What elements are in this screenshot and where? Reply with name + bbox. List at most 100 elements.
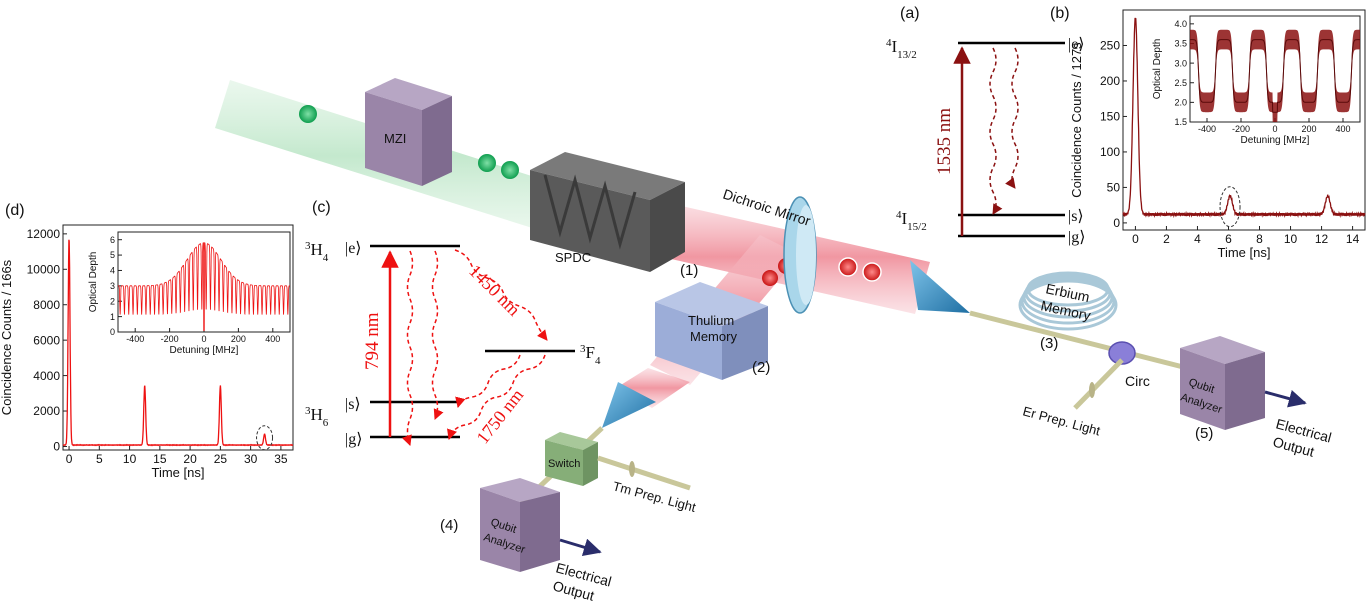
panel-label-c: (c): [312, 199, 331, 216]
y-axis-label: Optical Depth: [1152, 39, 1163, 100]
y-tick-label: 2: [110, 296, 115, 306]
y-tick-label: 0: [1113, 216, 1120, 230]
chart-b: (b) 0 2 4 6 8 10 12 14 0 50 100 150 200 250 Time [ns] C…: [1050, 5, 1366, 260]
label-1: (1): [680, 262, 698, 279]
level-h6: 3H6: [305, 405, 329, 429]
inset-band: [1190, 29, 1360, 122]
x-tick-label: 0: [201, 334, 206, 344]
decay-arrow-1750a: [455, 354, 521, 409]
green-photon: [299, 105, 317, 123]
red-photon: [838, 257, 858, 277]
level-a-upper: 4I13/2: [886, 37, 917, 61]
circulator: [1108, 341, 1136, 365]
x-tick-label: 5: [96, 452, 103, 466]
y-tick-label: 10000: [27, 262, 61, 276]
y-tick-label: 2.5: [1174, 78, 1187, 88]
panel-label-d: (d): [5, 202, 25, 219]
label-2: (2): [752, 359, 770, 376]
x-tick-label: 200: [1301, 124, 1316, 134]
x-tick-label: -200: [1232, 124, 1250, 134]
y-tick-label: 1.5: [1174, 117, 1187, 127]
y-tick-label: 2000: [33, 404, 60, 418]
fiber-erbium: [969, 310, 1196, 373]
x-tick-label: 10: [1284, 232, 1298, 246]
x-tick-label: 25: [214, 452, 228, 466]
y-tick-label: 5: [110, 250, 115, 260]
ket-e-a: |e⟩: [1068, 36, 1085, 53]
y-tick-label: 200: [1100, 74, 1120, 88]
x-tick-label: 400: [265, 334, 280, 344]
decay-arrow-1750b: [447, 354, 546, 440]
wavelength-1450: 1450 nm: [465, 261, 524, 320]
er-prep-fiber: [1073, 358, 1124, 410]
highlight-circle: [256, 425, 274, 451]
series-line: [1122, 17, 1366, 219]
ket-e-c: |e⟩: [345, 240, 362, 257]
panel-label-a: (a): [900, 5, 920, 22]
y-tick-label: 3.0: [1174, 58, 1187, 68]
wavelength-a: 1535 nm: [934, 108, 955, 175]
x-tick-label: 2: [1163, 232, 1170, 246]
decay-arrow-1450: [454, 249, 548, 341]
ket-g-a: |g⟩: [1068, 229, 1085, 246]
y-tick-label: 8000: [33, 298, 60, 312]
panel-label-b: (b): [1050, 5, 1070, 22]
y-axis-label: Coincidence Counts / 166s: [0, 259, 14, 415]
thulium-label-1: Thulium: [688, 313, 734, 328]
y-tick-label: 4.0: [1174, 19, 1187, 29]
series-line: [62, 239, 294, 447]
inset-series-line: [1190, 39, 1360, 113]
electrical-arrow-5: [1264, 390, 1307, 408]
x-tick-label: 30: [244, 452, 258, 466]
thulium-label-2: Memory: [690, 329, 737, 344]
decay-arrow-a1: [989, 47, 1003, 215]
x-axis-label: Detuning [MHz]: [1241, 135, 1310, 146]
y-tick-label: 3.5: [1174, 39, 1187, 49]
tm-prep-fiber: [597, 455, 691, 491]
x-axis-label: Time [ns]: [152, 465, 205, 480]
qubit-analyzer-5: Qubit Analyzer (5): [1179, 336, 1265, 442]
x-tick-label: 10: [123, 452, 137, 466]
x-tick-label: 200: [231, 334, 246, 344]
inset-series-line: [118, 242, 290, 331]
y-tick-label: 50: [1107, 181, 1121, 195]
x-tick-label: 15: [153, 452, 167, 466]
spdc-label: SPDC: [555, 250, 591, 265]
y-tick-label: 3: [110, 281, 115, 291]
y-tick-label: 1: [110, 312, 115, 322]
green-photon: [501, 161, 519, 179]
switch-box: Switch: [545, 432, 598, 486]
x-tick-label: 14: [1346, 232, 1360, 246]
level-h4: 3H4: [305, 240, 329, 264]
green-photon: [478, 154, 496, 172]
spdc-crystal: SPDC (1): [530, 152, 698, 279]
x-tick-label: 0: [66, 452, 73, 466]
ket-g-c: |g⟩: [345, 431, 362, 448]
ket-s-a: |s⟩: [1068, 208, 1084, 225]
label-4: (4): [440, 517, 458, 534]
erbium-memory-coil: [1018, 271, 1118, 331]
decay-arrow-c1: [401, 250, 414, 446]
electrical-arrow-4: [559, 538, 602, 556]
coupler-cone-erbium: [910, 260, 970, 313]
qubit-analyzer-4: Qubit Analyzer (4): [440, 478, 560, 572]
x-tick-label: 400: [1335, 124, 1350, 134]
y-tick-label: 0: [53, 440, 60, 454]
y-tick-label: 4000: [33, 369, 60, 383]
er-prep-label: Er Prep. Light: [1021, 403, 1102, 438]
thulium-memory: Thulium Memory (2): [655, 282, 770, 380]
highlight-circle: [1219, 186, 1241, 228]
y-tick-label: 6: [110, 235, 115, 245]
y-tick-label: 250: [1100, 39, 1120, 53]
y-tick-label: 100: [1100, 145, 1120, 159]
y-tick-label: 0: [110, 327, 115, 337]
tm-prep-lens: [629, 461, 635, 477]
mzi-label: MZI: [384, 131, 406, 146]
x-tick-label: 4: [1194, 232, 1201, 246]
label-5: (5): [1195, 425, 1213, 442]
y-tick-label: 4: [110, 266, 115, 276]
level-diagram-a: (a) 4I13/2 4I15/2 |e⟩ |s⟩ |g⟩ 1535 nm: [886, 5, 1085, 246]
y-axis-label: Optical Depth: [88, 252, 99, 313]
x-tick-label: 12: [1315, 232, 1329, 246]
